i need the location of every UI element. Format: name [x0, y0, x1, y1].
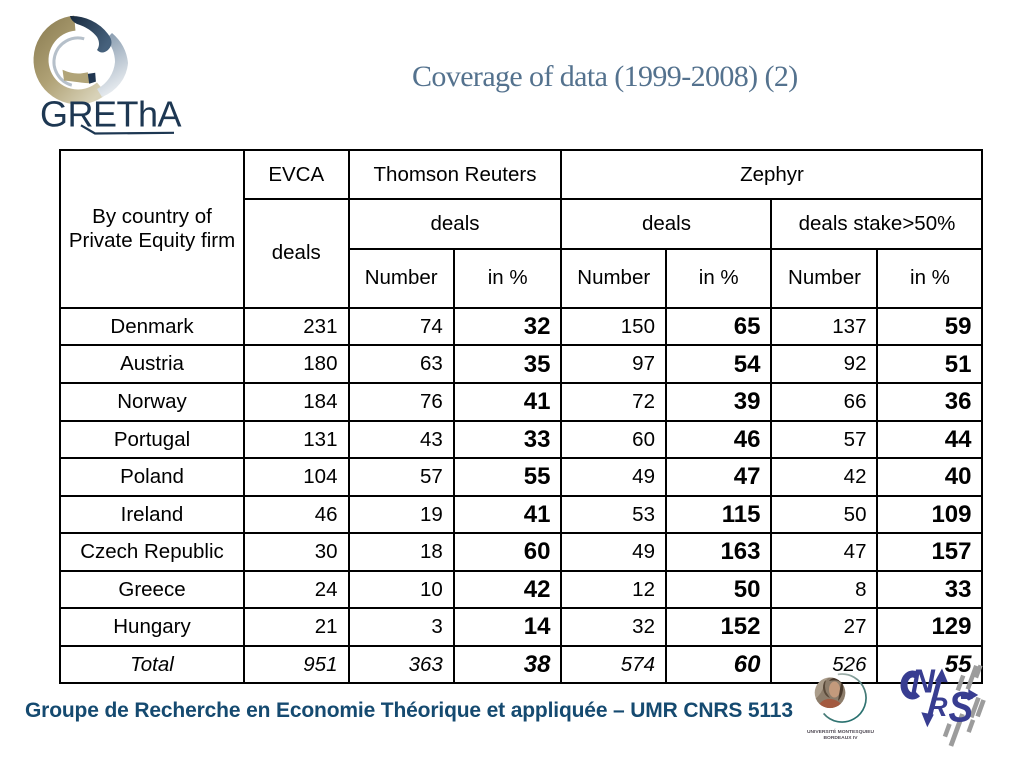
svg-text:UNIVERSITÉ MONTESQUIEU: UNIVERSITÉ MONTESQUIEU [807, 727, 875, 735]
svg-text:N: N [911, 663, 936, 700]
svg-text:GREThA: GREThA [40, 94, 182, 135]
svg-text:BORDEAUX IV: BORDEAUX IV [824, 735, 859, 741]
